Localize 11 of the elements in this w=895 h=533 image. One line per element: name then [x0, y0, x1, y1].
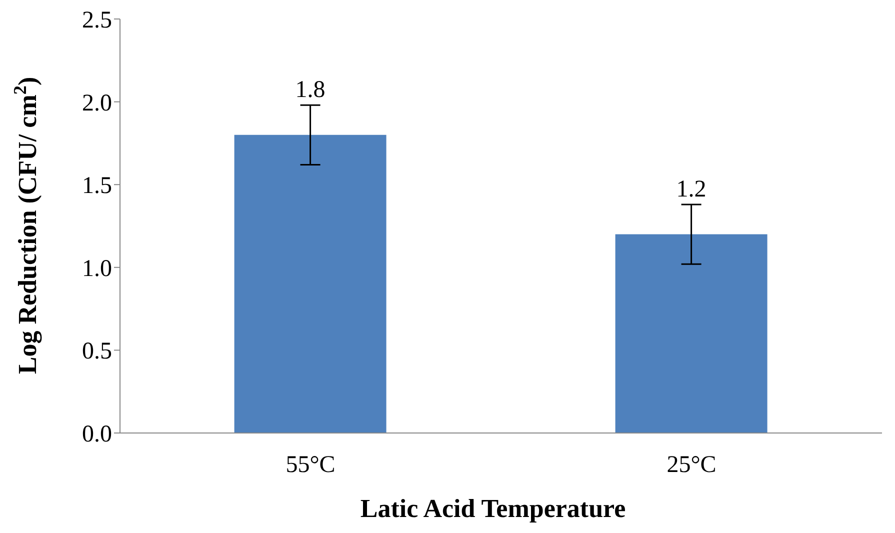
x-tick-label: 25°C: [666, 452, 716, 478]
y-tick-label: 0.0: [82, 422, 112, 448]
y-tick-label: 2.0: [82, 90, 112, 116]
y-tick-label: 1.0: [82, 256, 112, 282]
data-label: 1.2: [676, 176, 706, 202]
data-label: 1.8: [295, 76, 326, 103]
y-tick-label: 2.5: [82, 8, 112, 34]
x-axis-title: Latic Acid Temperature: [359, 494, 627, 524]
y-tick-label: 1.5: [82, 173, 112, 200]
y-tick-label: 0.5: [82, 338, 112, 365]
x-tick-label: 55°C: [286, 452, 336, 478]
